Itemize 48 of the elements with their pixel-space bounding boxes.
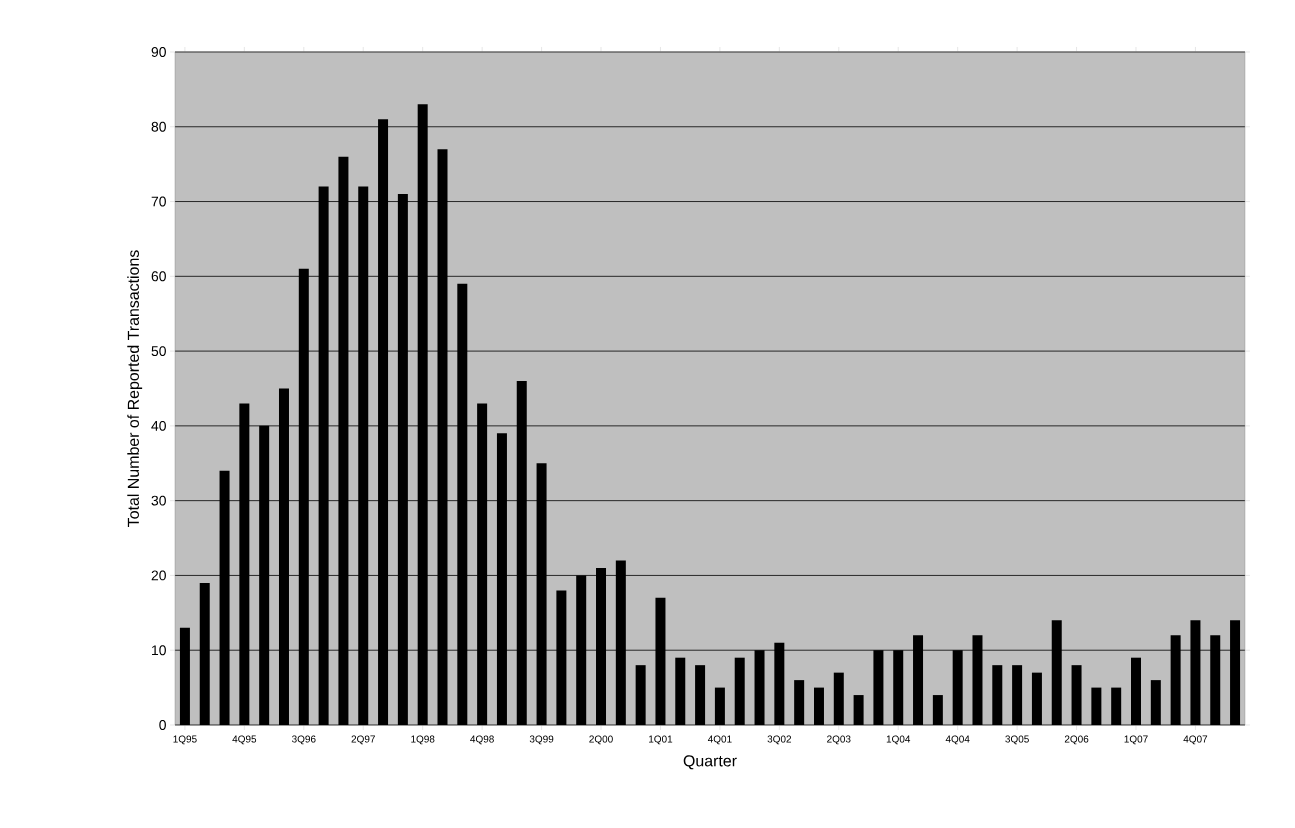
bar (1071, 665, 1082, 725)
x-tick-label: 3Q96 (291, 735, 316, 745)
bar (992, 665, 1003, 725)
y-tick-label: 40 (151, 420, 166, 431)
y-tick-label: 20 (151, 570, 166, 581)
x-tick-label: 1Q98 (411, 735, 435, 745)
x-tick-label: 4Q01 (707, 735, 732, 745)
bar (1130, 657, 1141, 725)
y-tick-label: 70 (151, 196, 166, 207)
x-tick-label: 1Q95 (173, 735, 197, 745)
y-tick-label: 50 (151, 346, 166, 357)
bar (794, 680, 805, 725)
x-tick-label: 2Q06 (1064, 735, 1089, 745)
bar (695, 665, 706, 725)
x-tick-label: 1Q07 (1124, 735, 1148, 745)
y-tick-label: 60 (151, 271, 166, 282)
x-tick-label: 1Q01 (649, 735, 673, 745)
bar (714, 687, 725, 725)
y-tick-label: 90 (151, 47, 166, 57)
x-tick-label: 4Q04 (945, 735, 970, 745)
x-tick-label: 2Q00 (589, 735, 613, 745)
bar (1150, 680, 1161, 725)
bar (833, 672, 844, 725)
bar (1091, 687, 1102, 725)
x-tick-label: 3Q02 (767, 735, 792, 745)
y-tick-label: 10 (152, 645, 166, 656)
x-axis-title: Quarter (683, 755, 737, 770)
x-tick-label: 2Q97 (351, 735, 375, 745)
x-tick-label: 1Q04 (886, 735, 911, 745)
y-tick-label: 30 (151, 495, 166, 506)
bar (853, 695, 864, 725)
bar (1031, 672, 1042, 725)
x-tick-label: 4Q07 (1183, 735, 1208, 745)
bar (635, 665, 646, 725)
bar (675, 657, 686, 725)
bar (932, 695, 943, 725)
bar (1012, 665, 1023, 725)
y-axis-title: Total Number of Reported Transactions (127, 250, 143, 527)
bar (813, 687, 824, 725)
x-tick-label: 2Q03 (827, 735, 851, 745)
bar (1111, 687, 1122, 725)
x-tick-label: 3Q99 (529, 735, 554, 745)
x-tick-label: 3Q05 (1005, 735, 1029, 745)
y-tick-label: 0 (159, 720, 166, 730)
y-tick-label: 80 (151, 121, 166, 132)
x-tick-label: 4Q95 (232, 735, 257, 745)
bar (734, 657, 745, 725)
x-tick-label: 4Q98 (470, 735, 494, 745)
